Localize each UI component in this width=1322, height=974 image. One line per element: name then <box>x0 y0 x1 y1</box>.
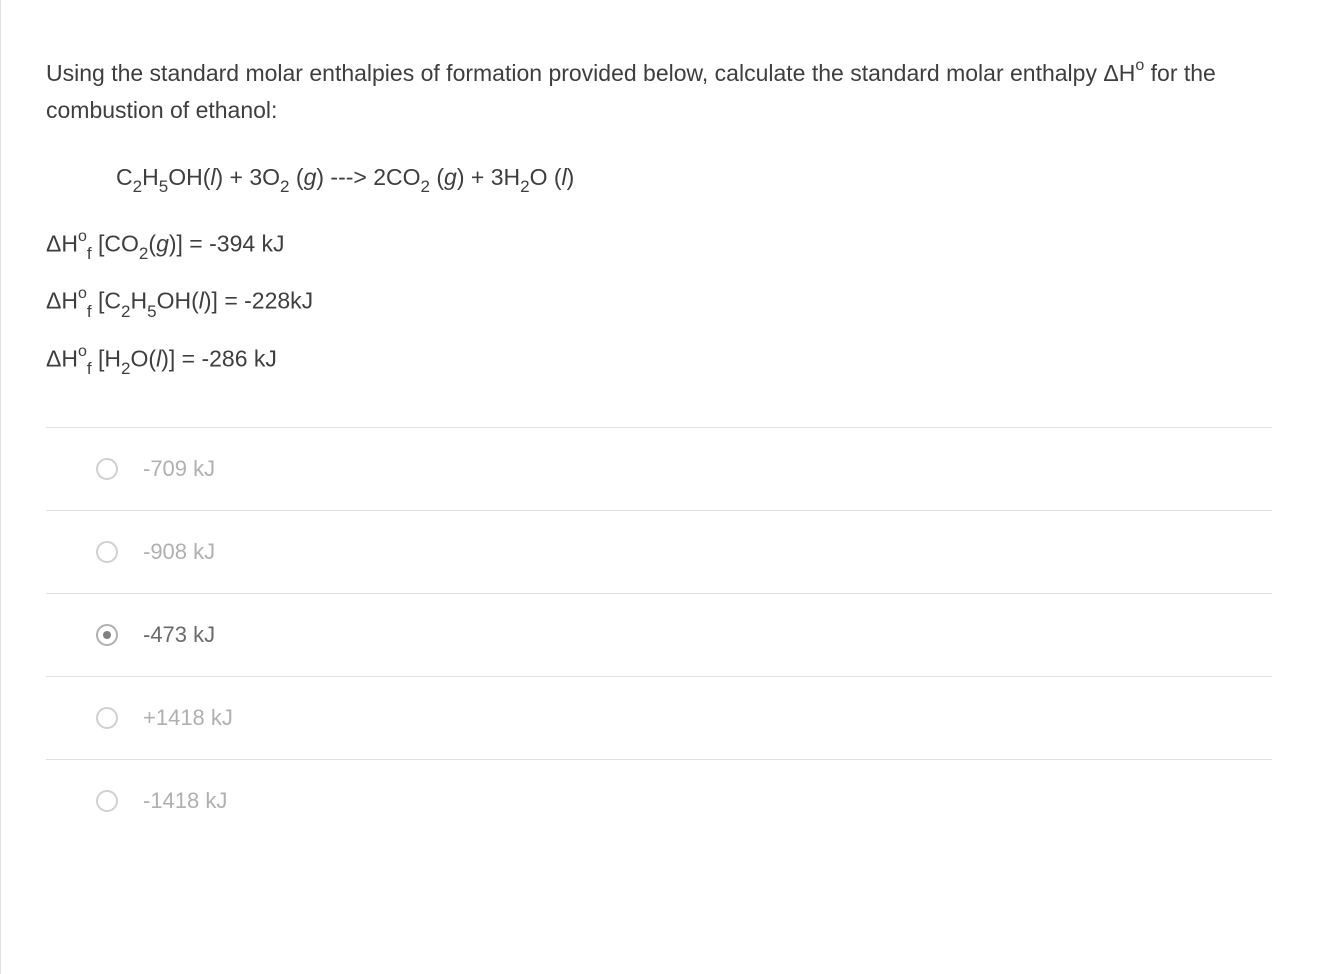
radio-icon <box>96 624 118 646</box>
enth-part: )] = -286 kJ <box>161 345 277 371</box>
eq-sub: 5 <box>159 177 168 196</box>
prompt-text-1: Using the standard molar enthalpies of f… <box>46 60 1103 86</box>
option-1[interactable]: -908 kJ <box>46 511 1272 594</box>
enth-part: [H <box>92 345 121 371</box>
enth-sub: 2 <box>121 359 130 378</box>
eq-part: ) <box>567 164 575 190</box>
enthalpy-h2o: ΔHof [H2O(l)] = -286 kJ <box>46 345 1272 377</box>
option-3[interactable]: +1418 kJ <box>46 677 1272 760</box>
eq-sub: 2 <box>520 177 529 196</box>
enth-h: H <box>61 288 78 314</box>
eq-part: O ( <box>530 164 562 190</box>
enthalpy-ethanol: ΔHof [C2H5OH(l)] = -228kJ <box>46 287 1272 319</box>
eq-part: ) + 3O <box>215 164 280 190</box>
delta-symbol: Δ <box>46 231 61 257</box>
enth-sup: o <box>78 228 87 245</box>
delta-symbol: Δ <box>46 345 61 371</box>
eq-sub: 2 <box>421 177 430 196</box>
question-prompt: Using the standard molar enthalpies of f… <box>46 55 1272 129</box>
eq-state: g <box>444 164 457 190</box>
enth-sub: 5 <box>147 302 156 321</box>
enth-sub: f <box>87 302 92 321</box>
option-label: -908 kJ <box>143 539 215 565</box>
enth-state: g <box>156 231 169 257</box>
enth-part: H <box>131 288 148 314</box>
eq-part: H <box>142 164 159 190</box>
enth-h: H <box>61 231 78 257</box>
question-container: Using the standard molar enthalpies of f… <box>0 0 1322 974</box>
enth-part: [CO <box>92 231 139 257</box>
enth-part: )] = -394 kJ <box>169 231 285 257</box>
option-label: -709 kJ <box>143 456 215 482</box>
delta-symbol: Δ <box>46 288 61 314</box>
eq-part: ) + 3H <box>457 164 520 190</box>
prompt-sup: o <box>1135 57 1144 74</box>
option-label: -473 kJ <box>143 622 215 648</box>
eq-sub: 2 <box>280 177 289 196</box>
enth-part: O( <box>131 345 157 371</box>
eq-sub: 2 <box>133 177 142 196</box>
option-4[interactable]: -1418 kJ <box>46 760 1272 842</box>
enth-part: ( <box>148 231 156 257</box>
option-label: -1418 kJ <box>143 788 227 814</box>
enth-sub: 2 <box>121 302 130 321</box>
option-label: +1418 kJ <box>143 705 233 731</box>
enth-sup: o <box>78 343 87 360</box>
answer-options: -709 kJ -908 kJ -473 kJ +1418 kJ -1418 k… <box>46 427 1272 842</box>
eq-part: ) ---> 2CO <box>316 164 420 190</box>
enth-sup: o <box>78 285 87 302</box>
enth-part: OH( <box>157 288 199 314</box>
enth-h: H <box>61 345 78 371</box>
eq-part: C <box>116 164 133 190</box>
radio-icon <box>96 707 118 729</box>
radio-icon <box>96 541 118 563</box>
enth-part: [C <box>92 288 121 314</box>
eq-part: ( <box>290 164 304 190</box>
option-0[interactable]: -709 kJ <box>46 428 1272 511</box>
enth-sub: f <box>87 359 92 378</box>
prompt-h: H <box>1119 60 1136 86</box>
enth-part: )] = -228kJ <box>204 288 313 314</box>
radio-icon <box>96 458 118 480</box>
enth-sub: f <box>87 244 92 263</box>
enthalpy-co2: ΔHof [CO2(g)] = -394 kJ <box>46 230 1272 262</box>
delta-symbol: Δ <box>1103 60 1118 86</box>
chemical-equation: C2H5OH(l) + 3O2 (g) ---> 2CO2 (g) + 3H2O… <box>46 164 1272 196</box>
enth-sub: 2 <box>139 244 148 263</box>
eq-state: g <box>304 164 317 190</box>
eq-part: ( <box>430 164 444 190</box>
option-2[interactable]: -473 kJ <box>46 594 1272 677</box>
eq-part: OH( <box>168 164 210 190</box>
radio-icon <box>96 790 118 812</box>
